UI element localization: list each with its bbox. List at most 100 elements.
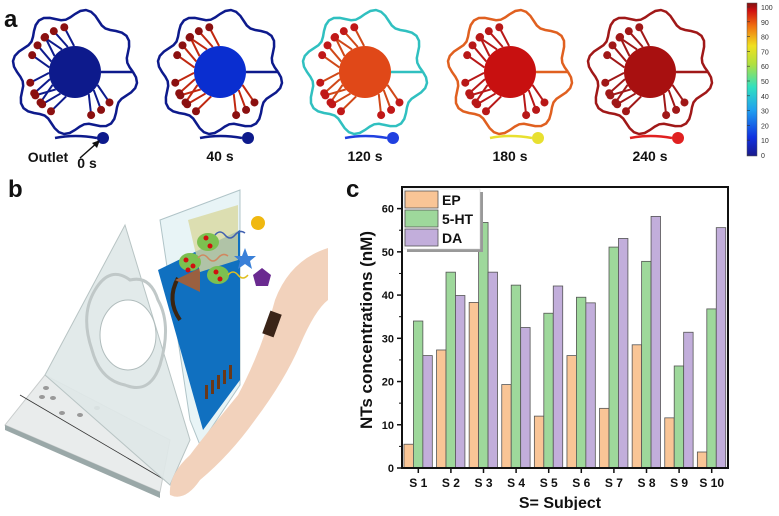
- legend-label: DA: [442, 230, 462, 246]
- reservoir: [183, 100, 192, 109]
- outlet-port: [672, 132, 684, 144]
- bar-ep-s3: [468, 302, 480, 469]
- x-tick-label: S 5: [540, 476, 558, 490]
- reservoir: [603, 51, 612, 60]
- bar-ep-s6: [566, 355, 577, 469]
- reservoir: [463, 51, 472, 60]
- bar-chart: NTs concentrations (nM) S= Subject 0 10 20…: [357, 186, 729, 510]
- ring-channel: [301, 8, 429, 136]
- colorbar-tick: 30: [761, 109, 769, 116]
- bar-ep-s7: [599, 407, 610, 469]
- reservoir: [672, 105, 681, 114]
- reservoir: [540, 98, 549, 107]
- bar-ep-s10: [696, 451, 708, 469]
- center-chamber: [339, 46, 391, 98]
- legend-swatch: [404, 190, 439, 209]
- receptor: [207, 266, 229, 284]
- reservoir: [186, 33, 195, 42]
- x-tick-label: S 4: [507, 476, 525, 490]
- center-chamber: [484, 46, 536, 98]
- reservoir: [395, 98, 404, 107]
- y-tick-label: 40: [382, 290, 394, 302]
- outlet-port: [97, 132, 109, 144]
- reservoir: [105, 98, 114, 107]
- bar-5-ht-s1: [413, 320, 424, 469]
- bar-5-ht-s7: [608, 246, 619, 469]
- reservoir: [522, 111, 531, 120]
- reservoir: [461, 78, 470, 87]
- reservoir: [624, 27, 633, 36]
- reservoir: [613, 100, 622, 109]
- reservoir: [601, 78, 610, 87]
- colorbar-tick: 100: [761, 5, 773, 12]
- reservoir: [339, 27, 348, 36]
- reservoir: [176, 91, 185, 100]
- reservoir: [31, 91, 40, 100]
- bar-da-s9: [683, 331, 694, 469]
- colorbar-tick: 10: [761, 138, 769, 145]
- reservoir: [191, 107, 200, 116]
- reservoir: [33, 41, 42, 50]
- x-tick-label: S 7: [605, 476, 623, 490]
- reservoir: [621, 107, 630, 116]
- ring-channel: [586, 8, 714, 136]
- plot-frame: [401, 186, 729, 469]
- reservoir: [316, 78, 325, 87]
- bar-da-s10: [715, 227, 727, 469]
- outlet-port: [242, 132, 254, 144]
- bar-da-s7: [618, 238, 629, 469]
- bar-5-ht-s10: [706, 308, 717, 469]
- base-line: [19, 394, 166, 481]
- legend-label: EP: [442, 192, 461, 208]
- reservoir: [26, 78, 35, 87]
- legend-swatch: [404, 209, 439, 228]
- x-tick-label: S 6: [572, 476, 590, 490]
- reservoir: [205, 23, 214, 32]
- sim-frame: [446, 8, 574, 144]
- x-tick-label: S 10: [699, 476, 724, 490]
- reservoir: [41, 33, 50, 42]
- y-tick-label: 10: [382, 420, 394, 432]
- x-tick-label: S 2: [442, 476, 460, 490]
- time-label: 0 s: [77, 155, 97, 171]
- colorbar-tick: 20: [761, 123, 769, 130]
- reservoir: [662, 111, 671, 120]
- reservoir: [476, 33, 485, 42]
- reservoir: [242, 105, 251, 114]
- sim-frame: [586, 8, 714, 144]
- time-label: 120 s: [347, 148, 383, 164]
- reservoir: [466, 91, 475, 100]
- x-axis-label: S= Subject: [519, 495, 602, 510]
- reservoir: [606, 91, 615, 100]
- bar-da-s4: [520, 327, 531, 469]
- reservoir: [473, 100, 482, 109]
- y-tick-label: 50: [382, 247, 394, 259]
- bar-da-s1: [422, 355, 433, 469]
- bar-da-s8: [650, 215, 661, 469]
- bar-5-ht-s6: [576, 296, 587, 469]
- device-illustration: [4, 189, 328, 498]
- reservoir: [46, 107, 55, 116]
- colorbar-tick: 50: [761, 79, 769, 86]
- time-label: 180 s: [492, 148, 528, 164]
- bar-ep-s1: [403, 443, 414, 469]
- colorbar-tick: 70: [761, 49, 769, 56]
- colorbar-tick: 80: [761, 35, 769, 42]
- outlet-label: Outlet: [27, 149, 69, 165]
- colorbar-tick: 90: [761, 20, 769, 27]
- x-tick-label: S 1: [409, 476, 427, 490]
- reservoir: [194, 27, 203, 36]
- bar-5-ht-s3: [478, 222, 489, 469]
- reservoir: [331, 33, 340, 42]
- reservoir: [468, 41, 477, 50]
- receptor: [197, 233, 219, 251]
- panel-c-label: c: [346, 176, 360, 203]
- ring-channel: [446, 8, 574, 136]
- x-tick-label: S 8: [637, 476, 655, 490]
- reservoir: [49, 27, 58, 36]
- x-tick-label: S 3: [474, 476, 492, 490]
- outlet-port: [532, 132, 544, 144]
- bar-da-s6: [585, 302, 596, 469]
- reservoir: [321, 91, 330, 100]
